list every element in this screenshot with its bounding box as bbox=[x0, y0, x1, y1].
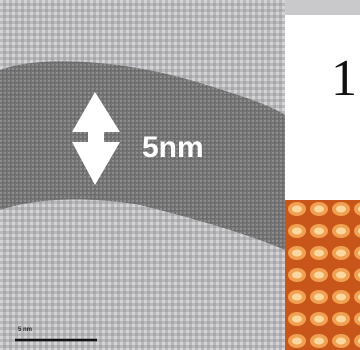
inset-image bbox=[285, 200, 360, 350]
micrograph-figure: 5nm 5 nm 1 bbox=[0, 0, 360, 350]
scale-bar-label: 5 nm bbox=[18, 327, 32, 333]
measurement-label: 5nm bbox=[142, 131, 204, 164]
page: {"image": {"measurement_label": "5nm", "… bbox=[0, 0, 360, 350]
panel-label: 1 bbox=[331, 50, 357, 107]
top-strip bbox=[285, 0, 360, 15]
